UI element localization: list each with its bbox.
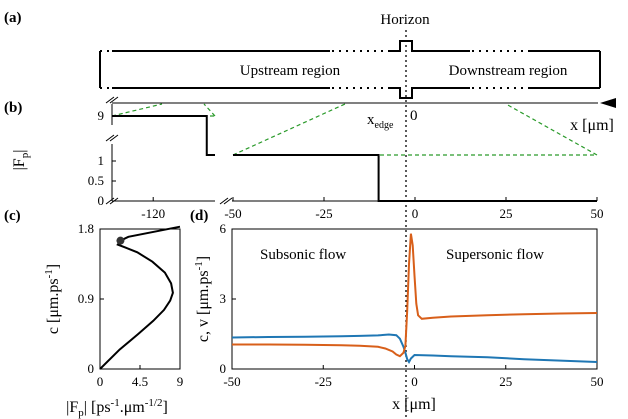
panel-b-ytick-label: 0.5: [88, 173, 104, 188]
panel-d-xtick-label: 50: [591, 374, 604, 389]
panel-b-ytick-label: 0: [98, 193, 105, 208]
panel-b-ytick-label: 9: [98, 108, 105, 123]
panel-d-series-orange: [232, 233, 598, 358]
panel-b-left-axes: [111, 104, 215, 202]
panel-c-xtick-label: 9: [177, 374, 184, 389]
panel-b-right-xtick-label: -25: [315, 206, 332, 221]
panel-d-xlabel: x [μm]: [392, 396, 436, 413]
panel-b: (b) |Fp| 9 1 0.5 0 -120 -50 -25 0 25 50: [4, 96, 614, 221]
panel-d-series: [231, 233, 598, 364]
waveguide-outline: [99, 40, 601, 99]
panel-a-label: (a): [4, 10, 22, 26]
supersonic-flow-label: Supersonic flow: [446, 247, 544, 263]
xedge-label: xedge: [367, 112, 394, 131]
panel-c-frame: [99, 228, 181, 370]
downstream-region-label: Downstream region: [449, 63, 568, 79]
horizon-label: Horizon: [380, 12, 430, 28]
panel-d-ytick-label: 6: [220, 221, 227, 236]
panel-c-xtick-label: 4.5: [132, 374, 148, 389]
panel-c-operating-point: [116, 236, 125, 245]
panel-d-xtick-label: 25: [499, 374, 512, 389]
panel-d-xtick-label: -25: [315, 374, 332, 389]
axis-break-marks: [105, 96, 233, 205]
panel-d-series-blue: [231, 333, 598, 364]
panel-b-ytick-label: 1: [98, 153, 105, 168]
panel-b-xtick-label: -120: [141, 206, 165, 221]
panel-c-xlabel: |Fp| [ps-1.μm-1/2]: [66, 397, 168, 419]
panel-b-ylabel: |Fp|: [11, 150, 31, 171]
panel-c-xtick-label: 0: [97, 374, 104, 389]
panel-c-dispersion-curve: [99, 225, 181, 370]
panel-c-ytick-label: 0: [88, 361, 95, 376]
panel-d-ticks: 0 3 6 -50 -25 0 25 50: [220, 221, 604, 389]
panel-b-label: (b): [4, 100, 22, 116]
panel-b-right-xtick-label: 25: [500, 206, 513, 221]
panel-d-ytick-label: 0: [220, 361, 227, 376]
panel-c-label: (c): [4, 208, 21, 224]
panel-c-ticks: 0 0.9 1.8 0 4.5 9: [78, 221, 184, 389]
panel-b-right-xtick-label: -50: [224, 206, 241, 221]
panel-c-ylabel: c [μm.ps-1]: [43, 264, 62, 334]
upstream-region-label: Upstream region: [240, 63, 341, 79]
subsonic-flow-label: Subsonic flow: [260, 247, 346, 263]
panel-d: (d) 036-50 -25 0 25 50 c, v [μm.ps-1] x [μm]…: [190, 208, 604, 413]
panel-a: (a) Horizon Upstream region Downstream r…: [4, 10, 616, 108]
panel-c-ytick-label: 1.8: [78, 221, 94, 236]
waveguide-dots: [100, 50, 530, 89]
zoom-guides: [111, 103, 598, 156]
panel-b-fp-series: [112, 115, 597, 202]
panel-c-ytick-label: 0.9: [78, 291, 94, 306]
xedge-zero-label: 0: [410, 108, 418, 124]
panel-b-xlabel: x [μm]: [570, 117, 614, 134]
panel-d-ylabel: c, v [μm.ps-1]: [193, 256, 212, 342]
panel-c: (c) 0 0.9 1.8 0 4.5 9 c [μm.ps-1] |Fp| [ps-1.…: [4, 208, 183, 419]
panel-d-label: (d): [190, 208, 208, 224]
panel-b-right-xtick-label: 50: [591, 206, 604, 221]
panel-d-ytick-label: 3: [220, 291, 227, 306]
axis-arrow-icon: [600, 98, 616, 108]
panel-b-left-xticks: -120: [141, 197, 165, 221]
panel-b-right-xtick-label: 0: [412, 206, 419, 221]
panel-d-xtick-label: -50: [223, 374, 240, 389]
panel-d-xtick-label: 0: [411, 374, 418, 389]
